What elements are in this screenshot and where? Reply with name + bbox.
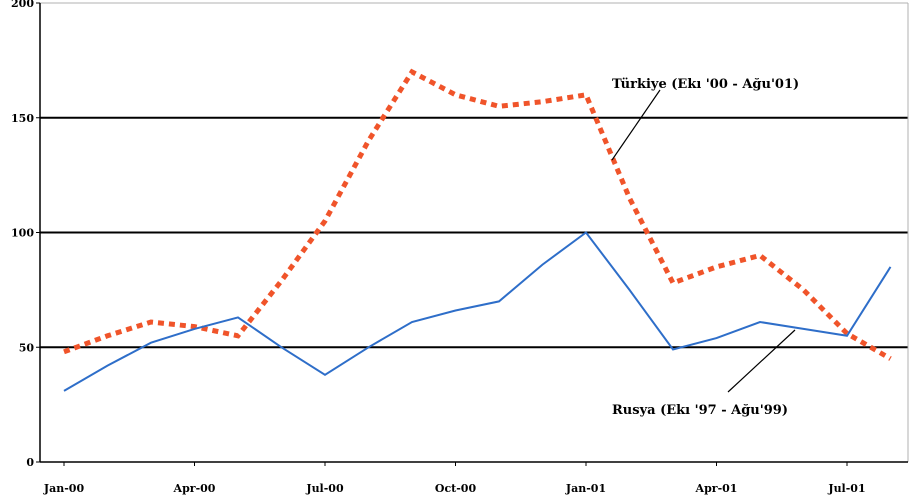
y-tick-label-50: 50 [19, 341, 35, 354]
annotation-leader-russia [727, 329, 796, 393]
y-tick-label-150: 150 [11, 112, 34, 125]
x-tick-label-Apr-00: Apr-00 [173, 482, 216, 495]
annotation-label-turkey: Türkiye (Ekı '00 - Ağu'01) [612, 77, 799, 92]
annotation-leader-turkey [611, 89, 661, 161]
x-tick-label-Jan-01: Jan-01 [565, 482, 606, 495]
axes [36, 2, 909, 466]
x-tick-label-Jul-00: Jul-00 [305, 482, 344, 495]
x-tick-labels: Jan-00 Apr-00 Jul-00 Oct-00 Jan-01 Apr-01 Jul-… [43, 482, 866, 495]
y-tick-label-0: 0 [26, 456, 34, 469]
series-line-turkey [63, 68, 892, 361]
x-tick-label-Oct-00: Oct-00 [435, 482, 477, 495]
x-tick-label-Jan-00: Jan-00 [43, 482, 85, 495]
x-tick-label-Apr-01: Apr-01 [695, 482, 738, 495]
y-tick-label-100: 100 [11, 227, 34, 240]
annotations: Türkiye (Ekı '00 - Ağu'01) Rusya (Ekı '9… [611, 77, 799, 418]
y-tick-labels: 0 50 100 150 200 [11, 0, 34, 469]
annotation-label-russia: Rusya (Ekı '97 - Ağu'99) [612, 403, 788, 418]
series-lines [63, 68, 892, 392]
x-tick-label-Jul-01: Jul-01 [827, 482, 865, 495]
y-tick-label-200: 200 [11, 0, 34, 10]
gridlines [40, 116, 908, 349]
series-line-russia [63, 231, 892, 392]
